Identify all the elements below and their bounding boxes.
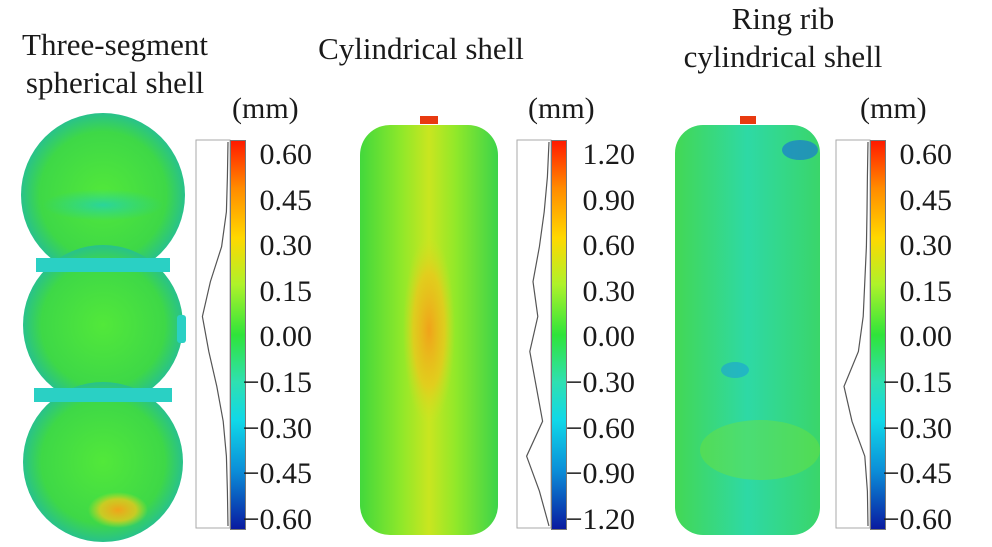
panel3-title: Ring rib cylindrical shell (648, 0, 918, 76)
colorbar-tick-label: −0.90 (565, 457, 635, 491)
panel1-unit: (mm) (232, 92, 299, 125)
colorbar-tick-label: −0.60 (882, 502, 952, 536)
colorbar-tick-label: −1.20 (565, 502, 635, 536)
spherical-shell-model (21, 113, 186, 542)
panel3-unit: (mm) (860, 92, 927, 125)
colorbar-tick-label: −0.60 (242, 502, 312, 536)
panel3-colorbar (870, 140, 886, 530)
colorbar-tick-label: −0.30 (882, 411, 952, 445)
colorbar-tick-label: −0.45 (242, 457, 312, 491)
colorbar-tick-label: −0.15 (242, 366, 312, 399)
colorbar-tick-label: 1.20 (582, 138, 636, 171)
colorbar-tick-label: 0.60 (259, 138, 313, 171)
colorbar-tick-label: 0.00 (582, 320, 636, 354)
panel3-title-line2: cylindrical shell (683, 39, 883, 74)
panel1-title-line1: Three-segment (22, 27, 208, 62)
panel2-unit: (mm) (528, 92, 595, 125)
colorbar-tick-label: 0.45 (899, 183, 953, 217)
colorbar-tick-label: −0.15 (882, 366, 952, 399)
panel1-colorbar (230, 140, 246, 530)
panel2-colorbar (551, 140, 567, 530)
colorbar-tick-label: 0.15 (899, 274, 953, 308)
panel2-title: Cylindrical shell (286, 30, 556, 68)
colorbar-tick-label: 0.45 (259, 183, 313, 217)
ring-rib-shell-model (675, 116, 820, 535)
colorbar-tick-label: 0.30 (899, 229, 953, 263)
colorbar-tick-label: −0.30 (242, 411, 312, 445)
colorbar-tick-label: 0.00 (899, 320, 953, 354)
colorbar-tick-label: 0.60 (899, 138, 953, 171)
colorbar-tick-label: −0.60 (565, 411, 635, 445)
colorbar-tick-label: 0.60 (582, 229, 636, 263)
panel1-title-line2: spherical shell (25, 65, 205, 100)
cylindrical-shell-model (360, 116, 498, 535)
colorbar-tick-label: −0.30 (565, 366, 635, 399)
panel2-title-line1: Cylindrical shell (318, 31, 524, 66)
panel3-title-line1: Ring rib (731, 1, 835, 36)
colorbar-tick-label: 0.00 (259, 320, 313, 354)
colorbar-tick-label: 0.30 (259, 229, 313, 263)
colorbar-tick-label: 0.30 (582, 274, 636, 308)
colorbar-tick-label: 0.15 (259, 274, 313, 308)
colorbar-tick-label: −0.45 (882, 457, 952, 491)
panel1-title: Three-segment spherical shell (0, 26, 230, 102)
colorbar-tick-label: 0.90 (582, 183, 636, 217)
